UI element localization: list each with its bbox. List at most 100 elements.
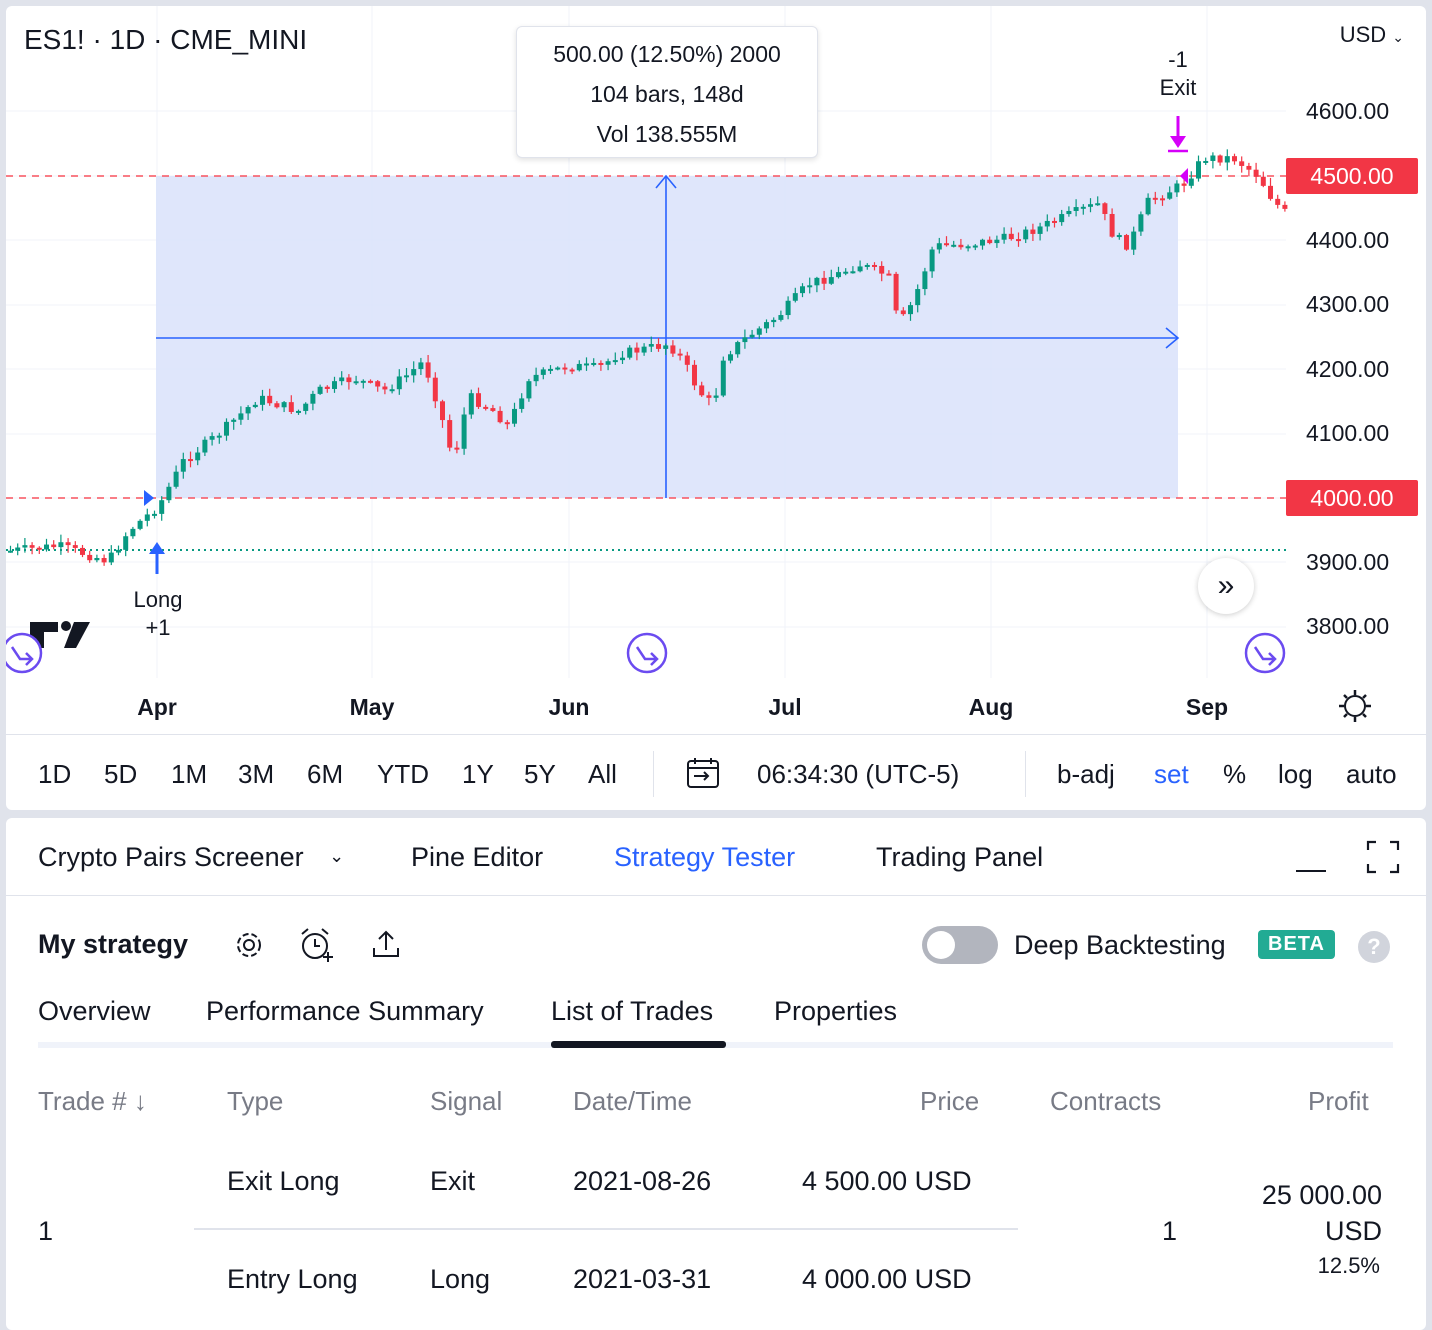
deep-backtesting-toggle[interactable] [922, 926, 998, 964]
time-tick: Aug [968, 694, 1014, 720]
col-header-trade-number[interactable]: Trade # ↓ [38, 1086, 147, 1116]
range-all-button[interactable]: All [588, 759, 617, 789]
trade-number: 1 [38, 1216, 54, 1246]
candle-body [742, 337, 748, 343]
exit-signal-text: Exit [1159, 75, 1197, 100]
candle-body [274, 403, 280, 408]
candle-body [245, 407, 251, 414]
chevron-down-icon[interactable]: ⌄ [329, 846, 345, 866]
jump-to-start-icon[interactable] [6, 632, 43, 674]
candle-body [908, 305, 913, 315]
col-header-contracts: Contracts [1050, 1086, 1162, 1116]
chart-bottom-toolbar: 1D 5D 1M 3M 6M YTD 1Y 5Y All 06:34:30 (U… [6, 734, 1426, 810]
candle-body [447, 420, 453, 448]
candle-body [663, 345, 669, 349]
range-measure-tooltip: 500.00 (12.50%) 2000 104 bars, 148d Vol … [516, 26, 818, 158]
candle-body [195, 452, 201, 461]
candle-body [605, 361, 611, 365]
price-tick: 4100.00 [1306, 420, 1390, 446]
entry-qty-text: +1 [145, 615, 171, 640]
range-1y-button[interactable]: 1Y [462, 759, 494, 789]
candle-body [706, 395, 712, 398]
subtab-properties[interactable]: Properties [774, 996, 898, 1026]
contracts: 1 [1162, 1216, 1178, 1246]
chart-settings-gear-icon[interactable] [1339, 690, 1371, 722]
range-ytd-button[interactable]: YTD [377, 759, 429, 789]
exit-qty-text: -1 [1168, 47, 1188, 72]
range-3m-button[interactable]: 3M [238, 759, 275, 789]
currency-selector[interactable]: USD ⌄ [1340, 22, 1404, 48]
candle-body [368, 380, 373, 383]
candle-body [411, 369, 417, 376]
candle-body [303, 403, 309, 411]
tab-crypto-pairs-screener[interactable]: Crypto Pairs Screener ⌄ [38, 842, 344, 873]
candle-body [29, 545, 35, 548]
export-upload-icon[interactable] [370, 928, 402, 965]
candle-body [1196, 161, 1201, 179]
entry-type: Entry Long [227, 1264, 358, 1294]
candle-body [1253, 169, 1259, 177]
maximize-panel-icon[interactable] [1366, 840, 1400, 879]
candle-body [836, 272, 841, 278]
entry-signal-text: Long [133, 587, 183, 612]
add-alarm-icon[interactable] [298, 926, 336, 969]
tab-pine-editor[interactable]: Pine Editor [411, 842, 544, 872]
col-header-price: Price [920, 1086, 980, 1116]
candle-body [526, 381, 532, 399]
candle-body [620, 357, 625, 361]
candle-body [612, 360, 618, 363]
candle-body [1066, 210, 1072, 215]
candle-body [1268, 185, 1273, 199]
candle-body [202, 439, 208, 453]
subtab-overview[interactable]: Overview [38, 996, 151, 1026]
candle-body [1044, 220, 1050, 227]
candle-body [728, 354, 733, 361]
subtab-performance-summary[interactable]: Performance Summary [206, 996, 484, 1026]
jump-to-end-icon[interactable] [1244, 632, 1286, 674]
help-question-icon[interactable]: ? [1358, 931, 1390, 963]
candle-body [576, 363, 582, 371]
scroll-to-realtime-button[interactable]: » [1198, 558, 1254, 614]
strategy-name[interactable]: My strategy [38, 929, 189, 959]
candle-body [1138, 214, 1144, 232]
candle-body [1145, 197, 1151, 215]
candle-body [216, 435, 222, 438]
settings-gear-icon[interactable] [232, 928, 266, 967]
chart-canvas[interactable] [6, 6, 1426, 734]
session-set-toggle[interactable]: set [1154, 759, 1189, 789]
badj-toggle[interactable]: b-adj [1057, 759, 1115, 789]
candle-body [843, 271, 849, 274]
candle-body [72, 545, 78, 548]
price-range-box[interactable] [156, 176, 1178, 498]
candle-body [771, 319, 777, 323]
auto-scale-toggle[interactable]: auto [1346, 759, 1397, 789]
minimize-panel-icon[interactable] [1296, 870, 1326, 872]
price-tick: 4400.00 [1306, 227, 1390, 253]
range-5d-button[interactable]: 5D [104, 759, 138, 789]
candle-body [857, 266, 863, 272]
candle-body [375, 381, 381, 387]
range-5y-button[interactable]: 5Y [524, 759, 556, 789]
range-1d-button[interactable]: 1D [38, 759, 72, 789]
jump-to-trade-icon[interactable] [626, 632, 668, 674]
log-scale-toggle[interactable]: log [1278, 759, 1313, 789]
tab-strategy-tester[interactable]: Strategy Tester [614, 842, 796, 872]
exit-type: Exit Long [227, 1166, 340, 1196]
range-6m-button[interactable]: 6M [307, 759, 344, 789]
candle-body [519, 398, 525, 409]
calendar-icon[interactable] [686, 757, 720, 794]
subtab-list-of-trades[interactable]: List of Trades [551, 996, 714, 1026]
candle-body [1203, 160, 1209, 163]
symbol-title[interactable]: ES1! · 1D · CME_MINI [24, 24, 308, 55]
range-1m-button[interactable]: 1M [171, 759, 208, 789]
candle-body [1116, 235, 1122, 238]
candle-body [540, 369, 546, 375]
percent-scale-toggle[interactable]: % [1223, 759, 1247, 789]
chart-panel[interactable]: ES1! · 1D · CME_MINI 500.00 (12.50%) 200… [6, 6, 1426, 810]
candle-body [1152, 197, 1158, 200]
time-tick: Jun [548, 694, 590, 720]
tab-trading-panel[interactable]: Trading Panel [876, 842, 1044, 872]
candle-body [94, 557, 100, 561]
tooltip-bars: 104 bars, 148d [590, 81, 744, 107]
timezone-clock[interactable]: 06:34:30 (UTC-5) [757, 759, 960, 789]
